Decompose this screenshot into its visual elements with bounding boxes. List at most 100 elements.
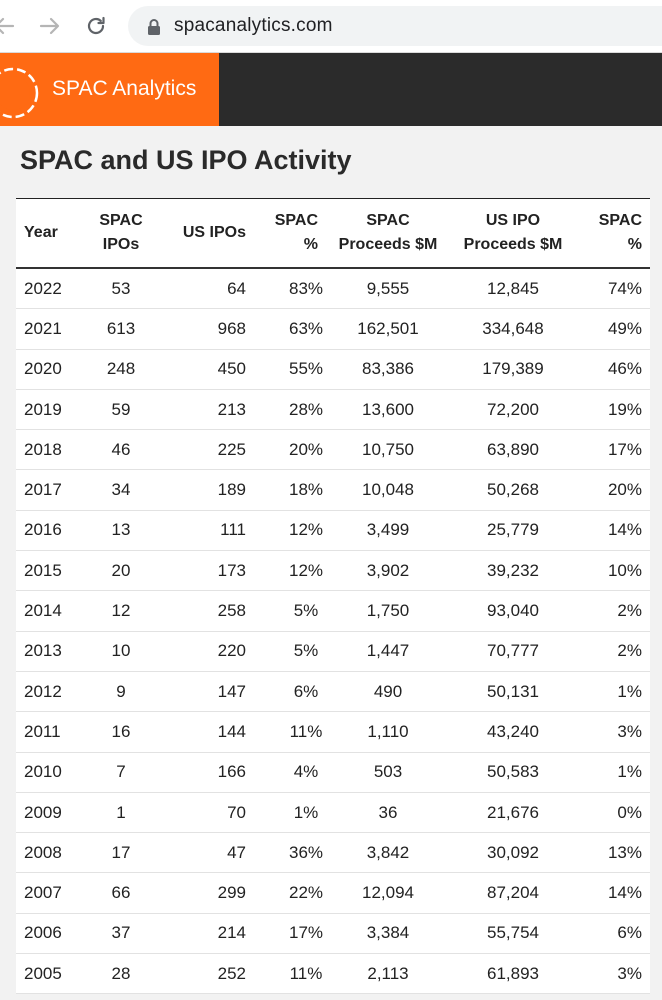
table-row: 2011 16 144 11% 1,110 43,240 3% xyxy=(16,711,650,753)
table-cell: 93,040 xyxy=(448,590,578,632)
table-cell: 20% xyxy=(266,429,328,471)
header-us-ipos: US IPOs xyxy=(156,199,266,269)
table-cell: 147 xyxy=(156,671,266,713)
table-cell: 13% xyxy=(578,832,650,874)
table-cell: 19% xyxy=(578,389,650,431)
table-cell: 2017 xyxy=(16,469,86,511)
header-label: US IPOs xyxy=(182,224,246,241)
table-cell: 17% xyxy=(578,429,650,471)
table-cell: 2012 xyxy=(16,671,86,713)
table-cell: 3,384 xyxy=(328,913,448,955)
table-cell: 20 xyxy=(86,550,156,592)
table-cell: 83% xyxy=(266,268,328,310)
table-row: 2015 20 173 12% 3,902 39,232 10% xyxy=(16,550,650,592)
table-cell: 28% xyxy=(266,389,328,431)
table-cell: 12% xyxy=(266,550,328,592)
table-cell: 30,092 xyxy=(448,832,578,874)
table-cell: 63,890 xyxy=(448,429,578,471)
table-row: 2021 613 968 63% 162,501 334,648 49% xyxy=(16,308,650,350)
table-row: 2006 37 214 17% 3,384 55,754 6% xyxy=(16,913,650,955)
table-cell: 50,131 xyxy=(448,671,578,713)
table-cell: 64 xyxy=(156,268,266,310)
table-cell: 17% xyxy=(266,913,328,955)
table-cell: 34 xyxy=(86,469,156,511)
table-cell: 111 xyxy=(156,510,266,552)
table-cell: 3,842 xyxy=(328,832,448,874)
table-cell: 2014 xyxy=(16,590,86,632)
header-label: SPAC xyxy=(598,212,642,229)
table-cell: 10 xyxy=(86,631,156,672)
table-cell: 162,501 xyxy=(328,308,448,350)
table-row: 2013 10 220 5% 1,447 70,777 2% xyxy=(16,631,650,672)
table-cell: 6% xyxy=(578,913,650,955)
table-cell: 66 xyxy=(86,872,156,914)
header-label: SPAC xyxy=(274,212,318,229)
table-row: 2020 248 450 55% 83,386 179,389 46% xyxy=(16,349,650,390)
back-arrow-icon[interactable] xyxy=(0,11,18,41)
table-cell: 37 xyxy=(86,913,156,955)
header-label: SPAC xyxy=(99,212,143,229)
table-cell: 179,389 xyxy=(448,349,578,390)
table-row: 2005 28 252 11% 2,113 61,893 3% xyxy=(16,953,650,995)
logo-icon xyxy=(0,67,39,119)
table-cell: 1% xyxy=(578,671,650,713)
table-cell: 22% xyxy=(266,872,328,914)
table-cell: 968 xyxy=(156,308,266,350)
table-cell: 2007 xyxy=(16,872,86,914)
table-cell: 12% xyxy=(266,510,328,552)
table-cell: 2% xyxy=(578,590,650,632)
table-body: 2022 53 64 83% 9,555 12,845 74% 2021 613 968 63% 16… xyxy=(16,268,650,995)
brand-name: SPAC Analytics xyxy=(52,77,197,100)
table-cell: 50,268 xyxy=(448,469,578,511)
brand-link[interactable]: SPAC Analytics xyxy=(0,53,219,126)
table-cell: 12,094 xyxy=(328,872,448,914)
table-row: 2022 53 64 83% 9,555 12,845 74% xyxy=(16,268,650,310)
table-cell: 61,893 xyxy=(448,953,578,995)
table-cell: 46% xyxy=(578,349,650,390)
table-row: 2019 59 213 28% 13,600 72,200 19% xyxy=(16,389,650,431)
table-row: 2017 34 189 18% 10,048 50,268 20% xyxy=(16,469,650,511)
table-cell: 83,386 xyxy=(328,349,448,390)
table-cell: 490 xyxy=(328,671,448,713)
table-cell: 450 xyxy=(156,349,266,390)
table-cell: 55% xyxy=(266,349,328,390)
address-bar[interactable]: spacanalytics.com xyxy=(128,6,662,46)
table-cell: 220 xyxy=(156,631,266,672)
table-cell: 2,113 xyxy=(328,953,448,995)
table-cell: 55,754 xyxy=(448,913,578,955)
table-cell: 13,600 xyxy=(328,389,448,431)
table-cell: 2022 xyxy=(16,268,86,310)
table-cell: 2010 xyxy=(16,752,86,793)
table-cell: 28 xyxy=(86,953,156,995)
table-cell: 3% xyxy=(578,953,650,995)
table-cell: 2021 xyxy=(16,308,86,350)
table-cell: 53 xyxy=(86,268,156,310)
header-year: Year xyxy=(16,199,86,269)
table-cell: 1,750 xyxy=(328,590,448,632)
reload-icon[interactable] xyxy=(82,11,110,41)
table-cell: 2009 xyxy=(16,792,86,834)
table-cell: 248 xyxy=(86,349,156,390)
table-cell: 225 xyxy=(156,429,266,471)
header-spac-ipos: SPAC IPOs xyxy=(86,199,156,269)
table-cell: 50,583 xyxy=(448,752,578,793)
table-cell: 70,777 xyxy=(448,631,578,672)
forward-arrow-icon[interactable] xyxy=(36,11,64,41)
header-label: Proceeds $M xyxy=(338,236,438,253)
table-cell: 5% xyxy=(266,631,328,672)
header-us-ipo-proceeds: US IPO Proceeds $M xyxy=(448,199,578,269)
table-cell: 12 xyxy=(86,590,156,632)
table-cell: 43,240 xyxy=(448,711,578,753)
table-row: 2016 13 111 12% 3,499 25,779 14% xyxy=(16,510,650,552)
table-cell: 3,902 xyxy=(328,550,448,592)
table-cell: 2011 xyxy=(16,711,86,753)
table-row: 2014 12 258 5% 1,750 93,040 2% xyxy=(16,590,650,632)
table-row: 2018 46 225 20% 10,750 63,890 17% xyxy=(16,429,650,471)
table-cell: 2016 xyxy=(16,510,86,552)
header-spac-proceeds: SPAC Proceeds $M xyxy=(328,199,448,269)
header-spac-pct: SPAC% xyxy=(266,199,328,269)
table-header-row: Year SPAC IPOs US IPOs SPAC% SPAC Proceeds $M U… xyxy=(16,199,650,269)
table-cell: 46 xyxy=(86,429,156,471)
table-row: 2007 66 299 22% 12,094 87,204 14% xyxy=(16,872,650,914)
table-cell: 1,110 xyxy=(328,711,448,753)
